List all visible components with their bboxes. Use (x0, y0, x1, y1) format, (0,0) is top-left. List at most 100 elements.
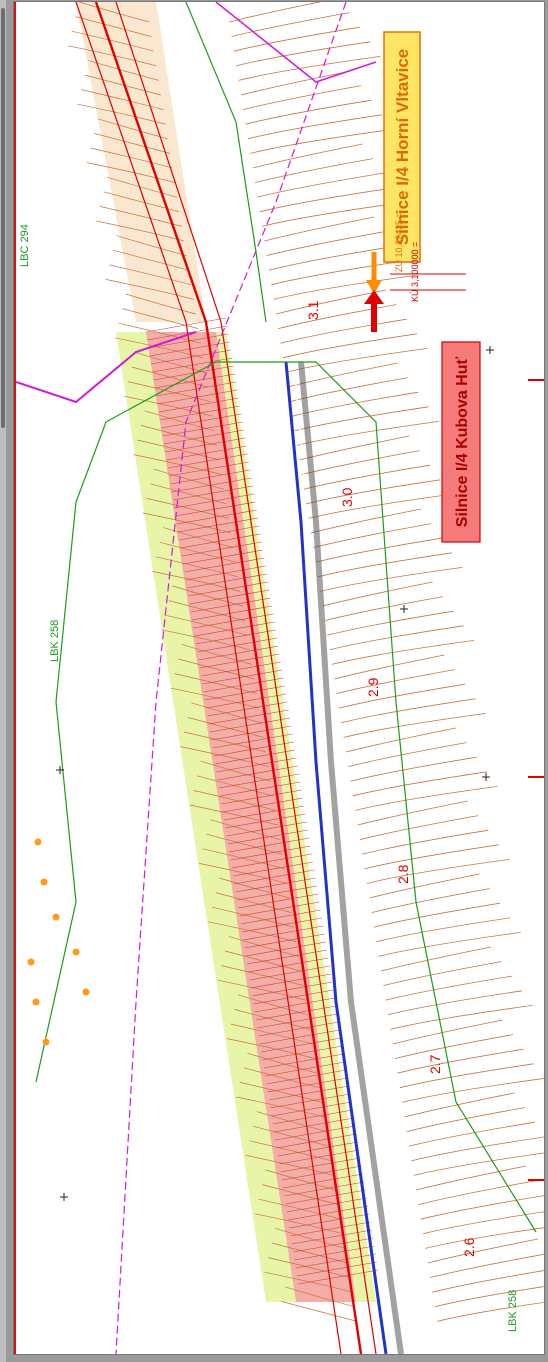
contour-line (413, 1152, 544, 1176)
cross-section-line (166, 445, 247, 461)
contour-line (236, 41, 371, 67)
cross-section-line (174, 493, 255, 509)
road-plan-drawing: Silnice I/4 Horní Vltavice Silnice I/4 K… (16, 2, 544, 1354)
scrollbar[interactable] (0, 0, 6, 1362)
cross-section-line (208, 709, 289, 725)
contour-line (256, 1111, 327, 1132)
cross-section-line (227, 829, 308, 845)
contour-line (181, 644, 253, 665)
contour-line (322, 581, 433, 607)
cross-section-line (212, 733, 293, 749)
cross-section-line (290, 1221, 371, 1237)
contour-line (118, 322, 201, 344)
boundary-magenta-2 (16, 331, 197, 404)
contour-line (196, 775, 274, 797)
contour-line (231, 12, 350, 37)
contour-line (252, 1125, 330, 1147)
road-axis (94, 2, 363, 1354)
contour-line (243, 85, 362, 110)
contour-line (341, 698, 476, 724)
contour-line (191, 702, 262, 724)
map-sheet: Silnice I/4 Horní Vltavice Silnice I/4 K… (14, 2, 544, 1354)
chainage-2-8: 2.8 (395, 864, 411, 884)
contour-line (180, 746, 269, 767)
cross-sections (145, 317, 379, 1285)
contour-line (275, 289, 386, 315)
contour-line (150, 483, 227, 505)
cross-section-line (211, 725, 292, 741)
stationing-arrows (364, 252, 466, 332)
lbk-label-1: LBC 294 (19, 224, 31, 267)
contour-line (432, 1270, 544, 1293)
contour-line (124, 395, 213, 417)
contour-line (243, 1067, 320, 1089)
contour-line (278, 304, 397, 329)
cross-section-line (221, 789, 302, 805)
contour-line (275, 1228, 346, 1249)
contour-line (285, 348, 428, 373)
contour-line (310, 508, 422, 534)
cross-section-line (224, 805, 305, 821)
road-label-horni: Silnice I/4 Horní Vltavice (393, 49, 412, 246)
contour-line (308, 494, 451, 519)
label-horni-vltavice: Silnice I/4 Horní Vltavice (383, 31, 421, 263)
cross-section-line (168, 461, 250, 477)
cross-section-line (245, 941, 326, 957)
cross-section-line (295, 1253, 376, 1269)
contour-line (303, 464, 431, 490)
cross-section-line (252, 981, 333, 997)
contour-line (294, 406, 429, 432)
contour-line (357, 800, 468, 826)
survey-point (40, 878, 48, 886)
contour-line (376, 917, 511, 943)
contour-line (425, 1227, 544, 1249)
contour-line (239, 1082, 323, 1103)
contour-line (331, 640, 475, 665)
contour-line (262, 1184, 339, 1205)
contour-line (411, 1136, 544, 1162)
cross-section-line (247, 949, 328, 965)
contour-line (348, 742, 467, 767)
contour-line (264, 1271, 353, 1293)
contour-line (327, 610, 454, 636)
contour-line (122, 308, 199, 329)
chainage-3-0: 3.0 (339, 487, 355, 507)
survey-point (72, 948, 80, 956)
cross-section-line (229, 837, 310, 853)
contour-line (209, 819, 281, 840)
contour-line (165, 614, 248, 636)
cross-section-line (179, 525, 260, 541)
cross-section-line (197, 637, 278, 653)
contour-line (146, 498, 229, 519)
survey-point (52, 913, 60, 921)
cross-section-line (181, 541, 262, 557)
road-edge-2 (75, 2, 342, 1354)
contour-line (378, 932, 521, 957)
grid-crosses (56, 346, 494, 1201)
contour-line (259, 187, 394, 213)
contour-line (250, 129, 393, 154)
cross-section-line (256, 1005, 337, 1021)
contour-line (217, 979, 306, 1001)
cross-section-line (254, 997, 335, 1013)
cross-section-line (289, 1213, 370, 1229)
cross-section-line (267, 1077, 348, 1093)
contour-line (320, 567, 463, 592)
contour-line (271, 1242, 348, 1264)
contour-line (418, 1180, 537, 1205)
cross-section-line (259, 1029, 340, 1045)
contour-line (352, 771, 488, 797)
contour-line (112, 249, 190, 271)
cross-section-line (202, 669, 283, 685)
contour-line (254, 158, 373, 183)
cross-section-line (298, 1269, 379, 1285)
contour-line (406, 1107, 525, 1132)
scroll-thumb[interactable] (1, 8, 5, 428)
cross-section-line (293, 1237, 374, 1253)
stationing-start: ZÚ 10,32425 = (394, 212, 404, 272)
contour-line (144, 410, 215, 432)
survey-point (27, 958, 35, 966)
contour-line (315, 537, 442, 563)
cross-section-line (240, 909, 321, 925)
